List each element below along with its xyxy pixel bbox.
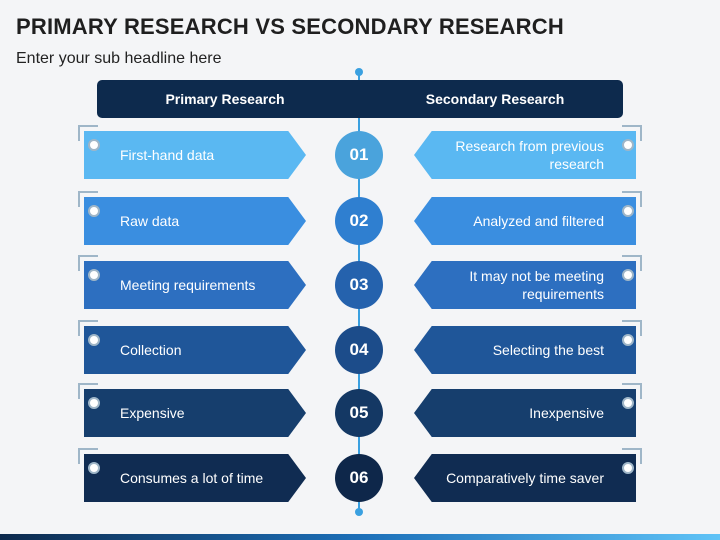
page-subtitle: Enter your sub headline here xyxy=(16,50,222,67)
connector-dot-icon xyxy=(622,205,634,217)
bottom-accent-bar xyxy=(0,534,720,540)
connector-dot-icon xyxy=(88,269,100,281)
bracket-decoration xyxy=(622,320,642,336)
secondary-item-2: Analyzed and filtered xyxy=(414,197,636,245)
connector-dot-icon xyxy=(88,334,100,346)
step-number-2: 02 xyxy=(335,197,383,245)
primary-item-2: Raw data xyxy=(84,197,306,245)
comparison-row-6: Consumes a lot of time 06 Comparatively … xyxy=(0,448,720,506)
secondary-item-label: Comparatively time saver xyxy=(446,470,604,486)
bracket-decoration xyxy=(622,448,642,464)
primary-item-4: Collection xyxy=(84,326,306,374)
bracket-decoration xyxy=(78,448,98,464)
primary-item-label: Meeting requirements xyxy=(120,277,256,293)
primary-item-1: First-hand data xyxy=(84,131,306,179)
bracket-decoration xyxy=(78,125,98,141)
connector-dot-icon xyxy=(88,139,100,151)
connector-dot-icon xyxy=(622,139,634,151)
step-number-3: 03 xyxy=(335,261,383,309)
connector-dot-icon xyxy=(622,269,634,281)
step-number-4: 04 xyxy=(335,326,383,374)
bracket-decoration xyxy=(622,255,642,271)
bracket-decoration xyxy=(78,255,98,271)
connector-dot-icon xyxy=(88,462,100,474)
comparison-header: Primary Research Secondary Research xyxy=(97,80,623,118)
step-number-1: 01 xyxy=(335,131,383,179)
comparison-row-3: Meeting requirements 03 It may not be me… xyxy=(0,255,720,313)
primary-item-label: Expensive xyxy=(120,405,185,421)
primary-item-6: Consumes a lot of time xyxy=(84,454,306,502)
step-number-5: 05 xyxy=(335,389,383,437)
connector-dot-icon xyxy=(622,334,634,346)
primary-item-3: Meeting requirements xyxy=(84,261,306,309)
step-number-6: 06 xyxy=(335,454,383,502)
primary-item-label: Collection xyxy=(120,342,182,358)
bracket-decoration xyxy=(622,191,642,207)
bracket-decoration xyxy=(78,383,98,399)
comparison-row-1: First-hand data 01 Research from previou… xyxy=(0,125,720,183)
page-title: PRIMARY RESEARCH VS SECONDARY RESEARCH xyxy=(16,14,564,39)
secondary-item-label: Analyzed and filtered xyxy=(473,213,604,229)
secondary-item-4: Selecting the best xyxy=(414,326,636,374)
secondary-item-5: Inexpensive xyxy=(414,389,636,437)
secondary-item-6: Comparatively time saver xyxy=(414,454,636,502)
secondary-item-3: It may not be meeting requirements xyxy=(414,261,636,309)
bracket-decoration xyxy=(78,320,98,336)
primary-item-5: Expensive xyxy=(84,389,306,437)
secondary-item-label: Inexpensive xyxy=(529,405,604,421)
comparison-row-4: Collection 04 Selecting the best xyxy=(0,320,720,378)
connector-dot-icon xyxy=(88,205,100,217)
comparison-row-5: Expensive 05 Inexpensive xyxy=(0,383,720,441)
connector-dot-icon xyxy=(88,397,100,409)
primary-item-label: First-hand data xyxy=(120,147,215,163)
connector-dot-icon xyxy=(622,462,634,474)
primary-item-label: Consumes a lot of time xyxy=(120,470,264,486)
header-secondary-research: Secondary Research xyxy=(425,91,565,107)
secondary-item-label: It may not be meeting requirements xyxy=(469,268,604,302)
header-primary-research: Primary Research xyxy=(165,91,285,107)
comparison-row-2: Raw data 02 Analyzed and filtered xyxy=(0,191,720,249)
primary-item-label: Raw data xyxy=(120,213,180,229)
bracket-decoration xyxy=(622,383,642,399)
connector-dot-icon xyxy=(622,397,634,409)
secondary-item-label: Research from previous research xyxy=(455,138,604,172)
bracket-decoration xyxy=(78,191,98,207)
secondary-item-label: Selecting the best xyxy=(492,342,604,358)
secondary-item-1: Research from previous research xyxy=(414,131,636,179)
bracket-decoration xyxy=(622,125,642,141)
